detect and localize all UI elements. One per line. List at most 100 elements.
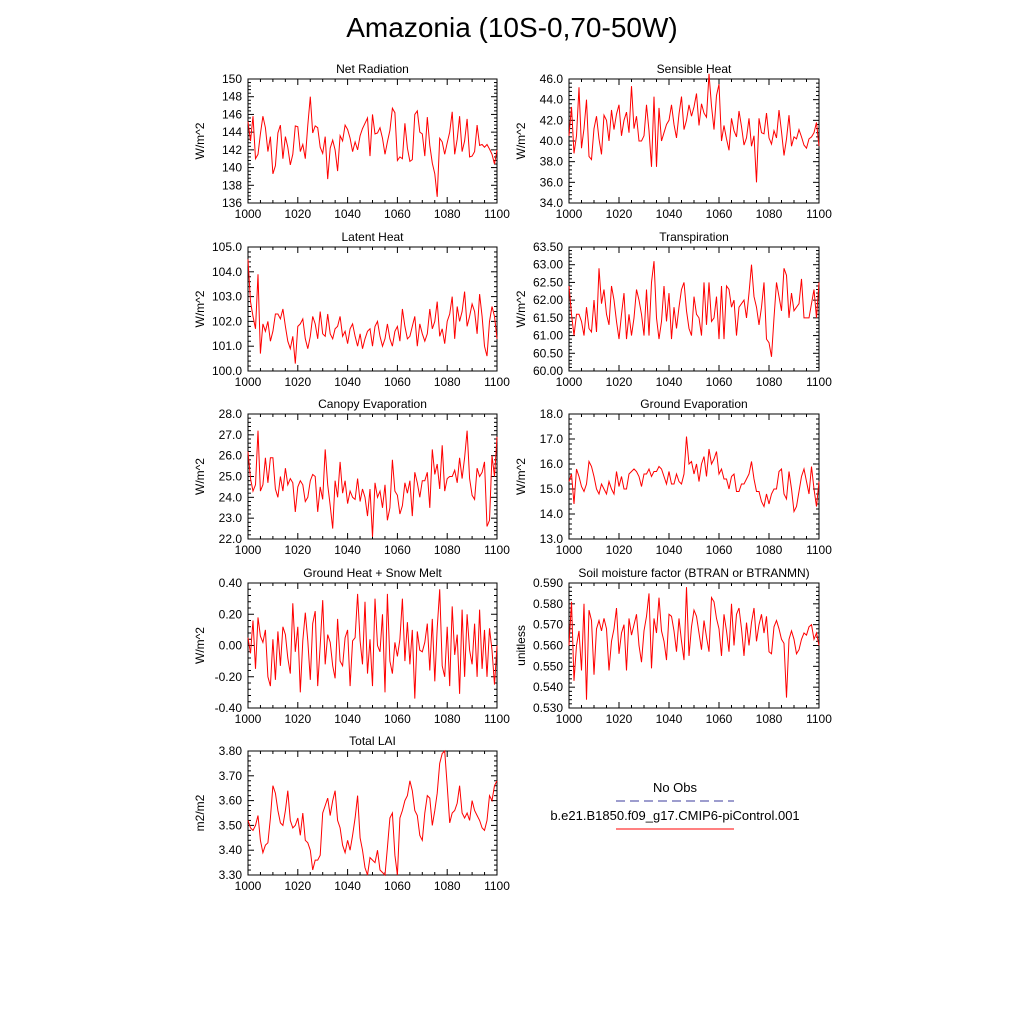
x-tick-label: 1080 [434,375,461,389]
x-tick-label: 1020 [284,879,311,893]
x-tick-label: 1000 [556,543,583,557]
panel-soil-moisture-factor-btran-or-btranmn: 1000 1020 1040 1060 1080 1100 0.530 0.540 0.550 0… [514,566,832,726]
series-line-b-e21-b1850-f09-g17-cmip6-picontrol-001 [247,96,498,197]
panel-canopy-evaporation: 1000 1020 1040 1060 1080 1100 22.0 23.0 24.0 25.0… [193,397,510,557]
y-axis-label: W/m^2 [193,458,207,495]
y-tick-label: 146 [222,107,242,121]
y-tick-label: -0.40 [215,701,243,715]
y-tick-label: 0.00 [219,639,243,653]
series-line-b-e21-b1850-f09-g17-cmip6-picontrol-001 [247,430,498,537]
y-tick-label: 38.0 [540,155,564,169]
legend-label: b.e21.B1850.f09_g17.CMIP6-piControl.001 [550,808,799,823]
y-tick-label: 42.0 [540,113,564,127]
x-tick-label: 1060 [384,879,411,893]
y-tick-label: 3.40 [219,843,243,857]
y-tick-label: 17.0 [540,432,564,446]
y-tick-label: 13.0 [540,532,564,546]
y-tick-label: 61.00 [533,329,563,343]
x-tick-label: 1060 [384,207,411,221]
plot-frame [247,246,498,372]
plot-frame [568,78,820,204]
panel-ground-evaporation: 1000 1020 1040 1060 1080 1100 13.0 14.0 15.0 16.0… [514,397,832,557]
panel-total-lai: 1000 1020 1040 1060 1080 1100 3.30 3.40 3.50 3.60… [193,734,510,893]
x-tick-label: 1060 [706,712,733,726]
x-tick-label: 1020 [284,712,311,726]
x-tick-label: 1100 [484,375,510,389]
y-tick-label: 0.590 [533,576,563,590]
y-tick-label: 62.00 [533,293,563,307]
x-tick-label: 1040 [334,879,361,893]
x-tick-label: 1080 [756,543,783,557]
x-tick-label: 1020 [284,375,311,389]
y-tick-label: 144 [222,125,242,139]
y-tick-label: 3.30 [219,868,243,882]
x-tick-label: 1100 [806,712,832,726]
y-axis-label: W/m^2 [193,627,207,664]
x-tick-label: 1100 [806,375,832,389]
y-tick-label: 26.0 [219,449,243,463]
series-line-b-e21-b1850-f09-g17-cmip6-picontrol-001 [568,436,820,514]
x-tick-label: 1060 [384,543,411,557]
y-tick-label: 60.00 [533,364,563,378]
panel-latent-heat: 1000 1020 1040 1060 1080 1100 100.0 101.0 102.0 1… [193,230,510,389]
y-tick-label: 140 [222,161,242,175]
x-tick-label: 1080 [434,879,461,893]
x-tick-label: 1020 [606,375,633,389]
x-tick-label: 1000 [235,879,262,893]
y-tick-label: 104.0 [212,265,242,279]
y-tick-label: 24.0 [219,490,243,504]
x-tick-label: 1040 [656,207,683,221]
y-tick-label: 0.540 [533,680,563,694]
y-tick-label: 3.80 [219,744,243,758]
x-tick-label: 1060 [706,375,733,389]
x-tick-label: 1080 [434,207,461,221]
y-tick-label: 23.0 [219,511,243,525]
plot-frame [568,413,820,540]
y-tick-label: 63.50 [533,240,563,254]
panel-sensible-heat: 1000 1020 1040 1060 1080 1100 34.0 36.0 38.0 40.0… [514,62,832,221]
panel-title: Ground Evaporation [640,397,747,411]
x-tick-label: 1000 [235,207,262,221]
y-tick-label: 36.0 [540,175,564,189]
x-tick-label: 1000 [235,375,262,389]
panel-title: Total LAI [349,734,396,748]
panel-title: Sensible Heat [657,62,732,76]
y-tick-label: 100.0 [212,364,242,378]
y-axis-label: unitless [514,625,528,666]
y-tick-label: 15.0 [540,482,564,496]
x-tick-label: 1040 [334,207,361,221]
x-tick-label: 1080 [756,207,783,221]
panel-transpiration: 1000 1020 1040 1060 1080 1100 60.00 60.50 61.00 6… [514,230,832,389]
panel-title: Canopy Evaporation [318,397,427,411]
x-tick-label: 1080 [756,712,783,726]
y-tick-label: 14.0 [540,507,564,521]
x-tick-label: 1100 [806,543,832,557]
x-tick-label: 1020 [284,543,311,557]
y-tick-label: 105.0 [212,240,242,254]
y-tick-label: 22.0 [219,532,243,546]
y-tick-label: 142 [222,143,242,157]
y-axis-label: W/m^2 [193,122,207,159]
y-tick-label: 61.50 [533,311,563,325]
panel-title: Latent Heat [341,230,404,244]
series-line-b-e21-b1850-f09-g17-cmip6-picontrol-001 [247,589,498,699]
y-tick-label: 0.550 [533,659,563,673]
legend: No Obs b.e21.B1850.f09_g17.CMIP6-piContro… [550,780,800,830]
x-tick-label: 1020 [606,712,633,726]
y-tick-label: 0.570 [533,618,563,632]
y-tick-label: 148 [222,90,242,104]
x-tick-label: 1040 [334,375,361,389]
series-line-b-e21-b1850-f09-g17-cmip6-picontrol-001 [247,259,498,364]
y-tick-label: 44.0 [540,93,564,107]
x-tick-label: 1040 [334,543,361,557]
y-tick-label: 63.00 [533,258,563,272]
x-tick-label: 1020 [284,207,311,221]
x-tick-label: 1100 [484,207,510,221]
x-tick-label: 1060 [706,207,733,221]
y-tick-label: 0.580 [533,597,563,611]
panel-title: Transpiration [659,230,729,244]
series-line-b-e21-b1850-f09-g17-cmip6-picontrol-001 [568,587,820,700]
y-axis-label: W/m^2 [514,458,528,495]
y-tick-label: 40.0 [540,134,564,148]
x-tick-label: 1000 [235,712,262,726]
